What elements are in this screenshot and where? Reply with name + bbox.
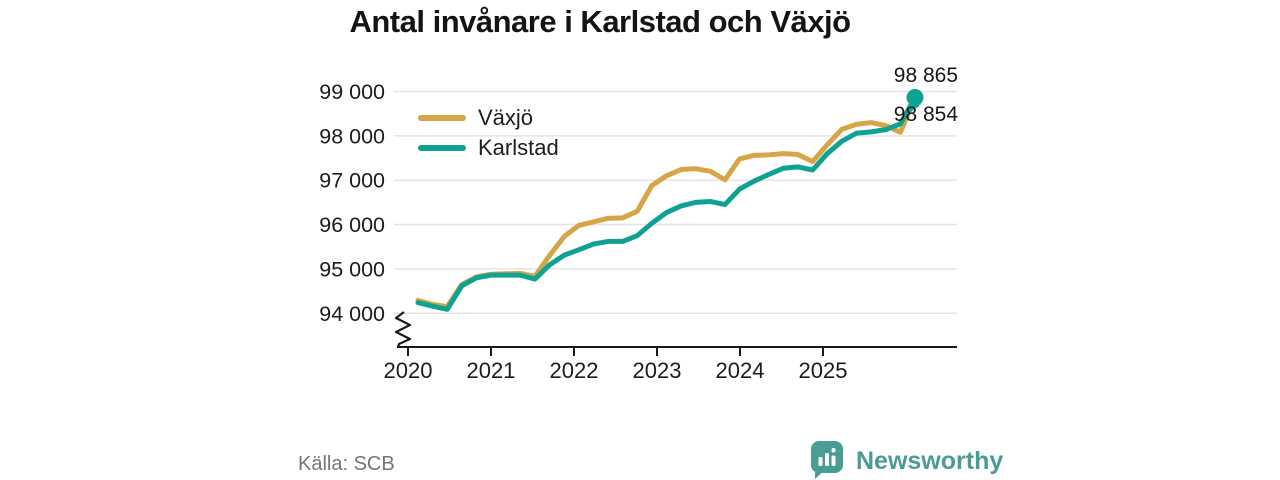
x-axis-tick-label: 2023 xyxy=(633,358,682,383)
legend: Växjö Karlstad xyxy=(418,103,559,163)
y-axis-tick-label: 95 000 xyxy=(319,257,385,281)
series-line-karlstad xyxy=(415,94,918,312)
source-note: Källa: SCB xyxy=(298,453,395,475)
chart-title: Antal invånare i Karlstad och Växjö xyxy=(349,4,851,39)
endpoint-marker xyxy=(906,88,924,106)
newsworthy-icon xyxy=(811,441,843,479)
newsworthy-wordmark: Newsworthy xyxy=(856,446,1004,475)
legend-swatch-vaxjo xyxy=(418,115,466,121)
end-value-label-karlstad: 98 865 xyxy=(893,64,958,87)
x-axis-tick-label: 2021 xyxy=(467,358,516,383)
y-axis-tick-label: 96 000 xyxy=(319,213,385,237)
y-axis-tick-label: 99 000 xyxy=(319,80,385,104)
y-axis-tick-label: 98 000 xyxy=(319,124,385,148)
y-axis-tick-label: 94 000 xyxy=(319,302,385,326)
x-axis-tick-label: 2024 xyxy=(716,358,765,383)
x-axis-tick-label: 2020 xyxy=(384,358,433,383)
y-axis-tick-label: 97 000 xyxy=(319,169,385,193)
legend-swatch-karlstad xyxy=(418,145,466,151)
newsworthy-logo: Newsworthy xyxy=(810,440,1003,480)
axis-break-icon xyxy=(394,311,412,348)
legend-label-vaxjo: Växjö xyxy=(478,105,534,130)
x-axis-tick-label: 2025 xyxy=(799,358,848,383)
legend-label-karlstad: Karlstad xyxy=(478,135,559,160)
legend-item-vaxjo: Växjö xyxy=(418,103,559,133)
legend-item-karlstad: Karlstad xyxy=(418,133,559,163)
x-axis-tick-label: 2022 xyxy=(550,358,599,383)
end-value-label-vaxjo: 98 854 xyxy=(893,103,958,126)
